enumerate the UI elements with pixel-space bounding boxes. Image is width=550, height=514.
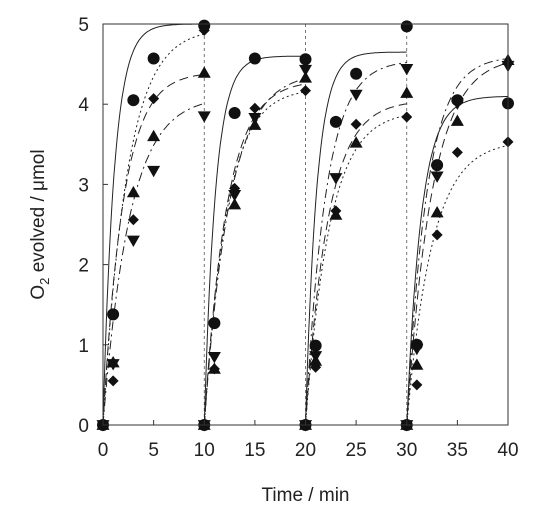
data-markers [96, 19, 515, 432]
fit-curve-triangle-down [102, 103, 205, 426]
fit-curve-diamond [406, 145, 509, 426]
x-tick-label: 0 [98, 440, 109, 461]
diamond-marker [249, 102, 261, 114]
triangle-down-marker [430, 171, 444, 183]
triangle-down-marker [106, 359, 120, 371]
y-axis-label: O2 evolved / μmol [28, 149, 52, 299]
triangle-up-marker [450, 114, 464, 126]
circle-marker [248, 52, 261, 65]
fit-curve-triangle-up [203, 83, 306, 426]
triangle-down-marker [147, 165, 161, 178]
triangle-up-marker [410, 358, 424, 370]
diamond-marker [431, 229, 443, 241]
diamond-marker [451, 146, 463, 158]
triangle-down-marker [309, 351, 323, 363]
diamond-marker [300, 85, 311, 97]
x-tick-label: 35 [447, 440, 468, 461]
triangle-up-marker [228, 197, 242, 210]
triangle-down-marker [197, 111, 211, 123]
fit-curve-triangle-down [305, 62, 407, 426]
triangle-down-marker [197, 420, 211, 432]
triangle-down-marker [207, 351, 221, 364]
y-tick-label: 2 [78, 256, 89, 277]
circle-marker [228, 107, 241, 120]
y-axis-label-base: O [28, 285, 49, 300]
diamond-marker [127, 214, 139, 226]
diamond-marker [107, 375, 119, 387]
fit-curve-triangle-up [305, 103, 407, 426]
x-tick-label: 40 [497, 440, 518, 461]
triangle-down-marker [400, 64, 414, 76]
y-axis-label-rest: evolved / μmol [28, 149, 49, 277]
circle-marker [309, 339, 322, 352]
triangle-up-marker [197, 66, 211, 78]
x-axis-ticks: 0 5 10 15 20 25 30 35 40 [98, 420, 519, 461]
triangle-up-marker [349, 136, 363, 148]
triangle-up-marker [207, 362, 221, 374]
y-tick-label: 1 [78, 336, 89, 357]
triangle-up-marker [147, 129, 161, 142]
diamond-marker [198, 24, 210, 36]
circle-marker [329, 115, 342, 128]
circle-marker [299, 53, 312, 66]
triangle-up-marker [126, 185, 140, 198]
triangle-up-marker [430, 205, 444, 218]
triangle-up-marker [400, 86, 414, 98]
circle-marker [127, 94, 140, 107]
triangle-down-marker [299, 420, 312, 432]
triangle-down-marker [299, 64, 312, 77]
x-axis-label: Time / min [262, 485, 350, 506]
circle-marker [350, 67, 363, 80]
diamond-marker [411, 379, 423, 391]
y-tick-label: 0 [78, 416, 89, 437]
triangle-up-marker [329, 208, 343, 220]
circle-marker [107, 308, 120, 321]
diamond-marker [148, 93, 160, 105]
x-tick-label: 25 [346, 440, 367, 461]
triangle-down-marker [248, 112, 262, 125]
triangle-up-marker [299, 71, 312, 83]
triangle-down-marker [400, 420, 414, 432]
triangle-down-marker [410, 343, 424, 356]
diamond-marker [350, 118, 362, 130]
y-axis-ticks: 0 1 2 3 4 5 [78, 15, 108, 437]
y-tick-label: 5 [78, 15, 89, 36]
x-tick-label: 20 [295, 440, 316, 461]
fit-curve-diamond [203, 91, 306, 426]
y-axis-label-subscript: 2 [37, 278, 52, 285]
fit-curve-circle [406, 96, 508, 426]
reference-lines [203, 24, 408, 425]
triangle-down-marker [329, 173, 343, 185]
fit-curve-triangle-down [406, 58, 509, 426]
circle-marker [147, 52, 160, 65]
fit-curve-circle [305, 51, 407, 426]
x-tick-label: 30 [396, 440, 417, 461]
x-tick-label: 5 [148, 440, 159, 461]
triangle-down-marker [349, 89, 363, 102]
x-tick-label: 15 [244, 440, 265, 461]
circle-marker [208, 317, 221, 330]
triangle-down-marker [126, 235, 140, 248]
circle-marker [431, 159, 444, 172]
y-tick-label: 3 [78, 175, 89, 196]
triangle-down-marker [96, 420, 110, 432]
triangle-down-marker [450, 98, 464, 110]
fit-curve-diamond [305, 114, 407, 426]
circle-marker [400, 20, 413, 33]
triangle-down-marker [228, 189, 242, 202]
y-tick-label: 4 [78, 95, 89, 116]
diamond-marker [401, 111, 413, 123]
x-tick-label: 10 [194, 440, 215, 461]
